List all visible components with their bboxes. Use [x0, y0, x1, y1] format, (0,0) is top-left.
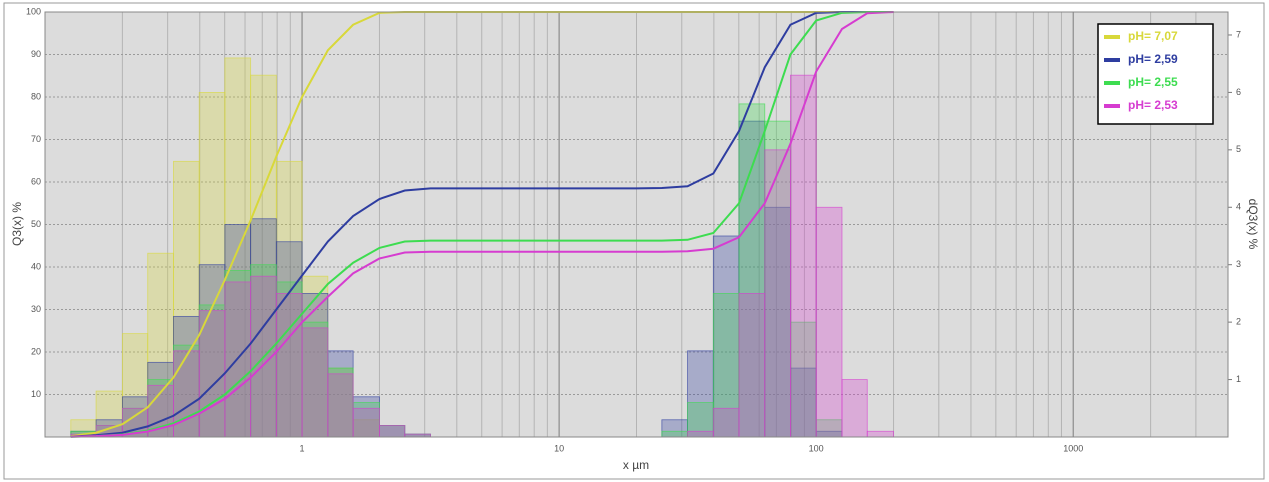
histogram-bar	[198, 310, 226, 438]
x-tick-label: 1	[300, 443, 305, 453]
y-tick-label: 100	[26, 6, 41, 16]
plot-border	[44, 11, 1229, 438]
y-tick-label: 90	[31, 49, 41, 59]
histogram-bar	[250, 74, 277, 438]
cumulative-line	[70, 11, 894, 438]
legend-label: pH= 2,55	[1128, 75, 1178, 89]
histogram-bar	[121, 333, 149, 438]
histogram-bar	[379, 425, 406, 438]
histogram-bar	[790, 74, 817, 438]
y-tick-label: 70	[31, 134, 41, 144]
histogram-bar	[661, 430, 688, 438]
legend-label: pH= 2,53	[1128, 98, 1178, 112]
histogram-bar	[352, 407, 380, 438]
histogram-bar	[738, 120, 766, 438]
histogram-bar	[866, 430, 894, 438]
y-tick-label: 80	[31, 91, 41, 101]
y2-tick-label: 7	[1236, 29, 1241, 39]
y-tick-label: 40	[31, 261, 41, 271]
histogram-bar	[764, 206, 791, 438]
histogram-bar	[764, 149, 791, 438]
y2-tick-label: 1	[1236, 374, 1241, 384]
cumulative-line	[70, 11, 894, 438]
histogram-bar	[224, 224, 252, 438]
histogram-bar	[687, 430, 714, 438]
histogram-bar	[815, 206, 843, 438]
x-tick-label: 100	[809, 443, 824, 453]
histogram-bar	[738, 103, 766, 438]
y2-axis-title: dQ3(x) %	[1246, 199, 1260, 250]
histogram-bar	[712, 407, 740, 438]
histogram-bar	[275, 293, 303, 438]
y2-tick-label: 4	[1236, 202, 1241, 212]
y2-tick-label: 6	[1236, 87, 1241, 97]
histogram-bar	[250, 264, 277, 438]
x-tick-label: 1000	[1063, 443, 1083, 453]
y-tick-label: 50	[31, 219, 41, 229]
y-axis-title: Q3(x) %	[10, 202, 24, 246]
x-tick-label: 10	[554, 443, 564, 453]
y2-tick-label: 2	[1236, 317, 1241, 327]
x-axis-title: x µm	[623, 458, 649, 472]
legend: pH= 7,07 pH= 2,59 pH= 2,55 pH= 2,53	[1097, 23, 1214, 125]
histogram-bar	[712, 293, 740, 438]
histogram-bar	[738, 293, 766, 438]
cumulative-line	[70, 11, 894, 438]
y-tick-label: 30	[31, 304, 41, 314]
y-tick-label: 10	[31, 389, 41, 399]
legend-label: pH= 7,07	[1128, 29, 1178, 43]
histogram-bar	[327, 373, 354, 438]
y2-tick-label: 3	[1236, 259, 1241, 269]
histogram-bar	[841, 379, 868, 438]
y2-tick-label: 5	[1236, 144, 1241, 154]
histogram-bar	[327, 367, 354, 438]
y-tick-label: 20	[31, 346, 41, 356]
histogram-bar	[301, 327, 329, 438]
histogram-bar	[275, 160, 303, 438]
y-tick-label: 60	[31, 176, 41, 186]
axes: 1 10 100 1000 10 20 30 40 50 60 70 80 90 100 1 2 3 4 5 6 7	[26, 6, 1241, 453]
legend-label: pH= 2,59	[1128, 52, 1178, 66]
